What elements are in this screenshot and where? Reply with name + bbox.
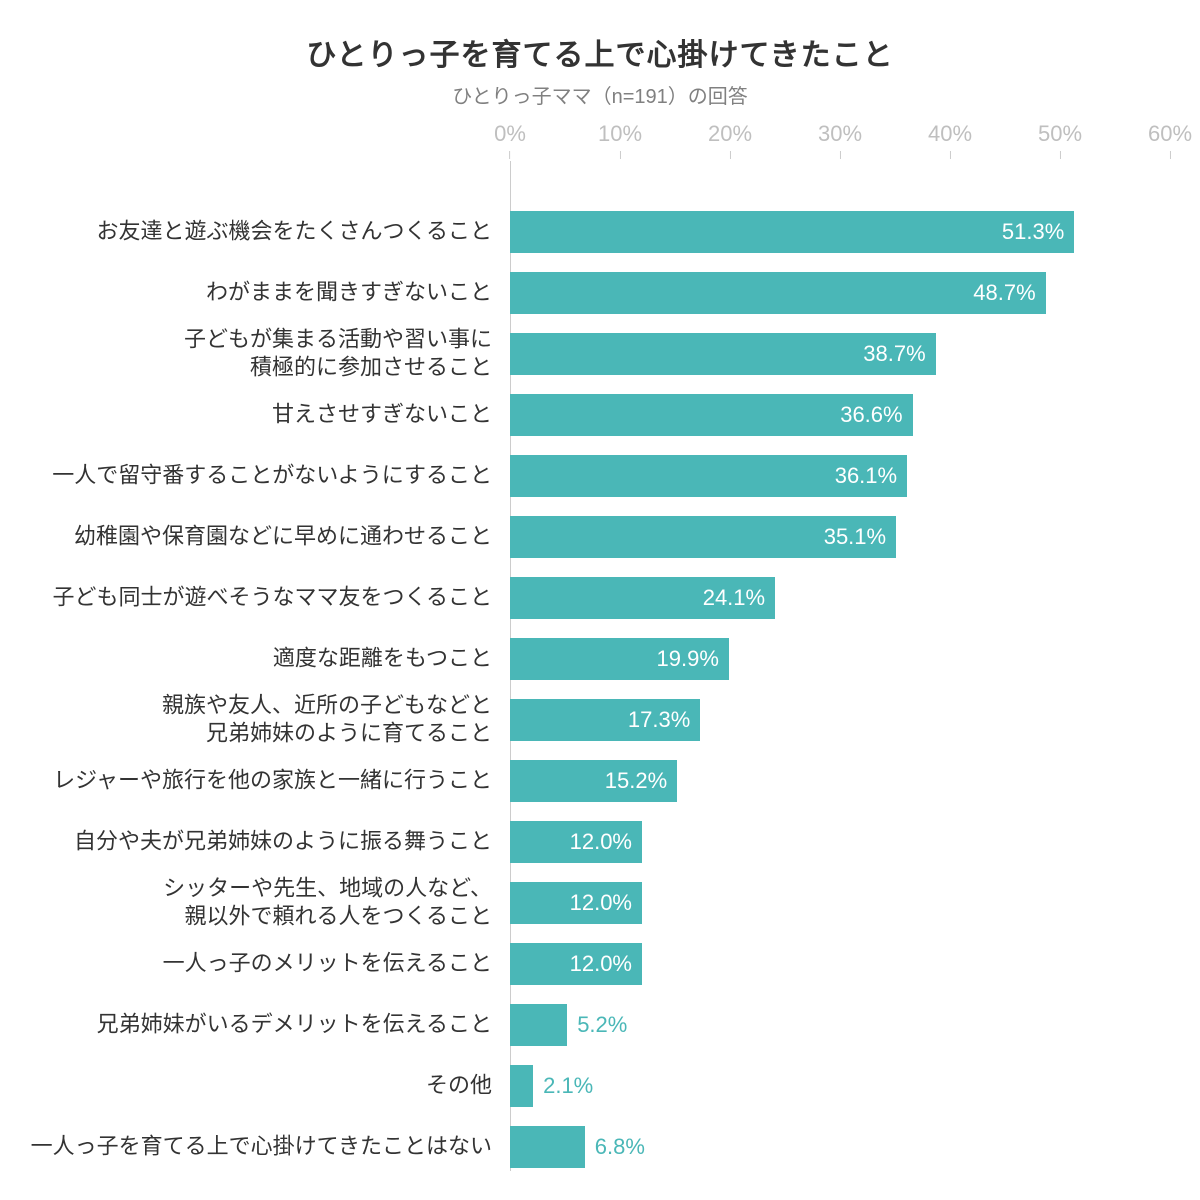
x-tick-mark: [949, 151, 950, 159]
bar-label: 親族や友人、近所の子どもなどと 兄弟姉妹のように育てること: [12, 691, 492, 748]
bar-label: レジャーや旅行を他の家族と一緒に行うこと: [12, 766, 492, 795]
bar-label: 一人っ子を育てる上で心掛けてきたことはない: [12, 1132, 492, 1161]
x-tick-mark: [839, 151, 840, 159]
x-tick-label: 60%: [1148, 121, 1192, 147]
bar-value-label: 48.7%: [973, 280, 1035, 306]
bar-value-label: 17.3%: [628, 707, 690, 733]
bar-label: お友達と遊ぶ機会をたくさんつくること: [12, 217, 492, 246]
bar: [510, 1004, 567, 1046]
x-tick-mark: [509, 151, 510, 159]
bar-row: 子ども同士が遊べそうなママ友をつくること24.1%: [510, 567, 1170, 628]
bar-label: シッターや先生、地域の人など、 親以外で頼れる人をつくること: [12, 874, 492, 931]
bar-label: 甘えさせすぎないこと: [12, 400, 492, 429]
x-tick-label: 50%: [1038, 121, 1082, 147]
bar-label: 子ども同士が遊べそうなママ友をつくること: [12, 583, 492, 612]
x-axis-ticks: 0%10%20%30%40%50%60%: [510, 121, 1170, 161]
x-tick-label: 30%: [818, 121, 862, 147]
bar-label: その他: [12, 1071, 492, 1100]
bar-value-label: 12.0%: [570, 951, 632, 977]
bar-row: 自分や夫が兄弟姉妹のように振る舞うこと12.0%: [510, 811, 1170, 872]
x-tick: 0%: [494, 121, 526, 159]
bar: [510, 1126, 585, 1168]
bar-value-label: 5.2%: [577, 1012, 627, 1038]
x-tick: 30%: [818, 121, 862, 159]
bar-row: その他2.1%: [510, 1055, 1170, 1116]
bar-row: 一人で留守番することがないようにすること36.1%: [510, 445, 1170, 506]
bar-value-label: 2.1%: [543, 1073, 593, 1099]
x-tick-label: 0%: [494, 121, 526, 147]
bar-label: 幼稚園や保育園などに早めに通わせること: [12, 522, 492, 551]
bar-row: わがままを聞きすぎないこと48.7%: [510, 262, 1170, 323]
x-tick: 10%: [598, 121, 642, 159]
bar: [510, 272, 1046, 314]
bar-row: お友達と遊ぶ機会をたくさんつくること51.3%: [510, 201, 1170, 262]
bar-label: 一人っ子のメリットを伝えること: [12, 949, 492, 978]
x-tick-label: 40%: [928, 121, 972, 147]
bar-label: 自分や夫が兄弟姉妹のように振る舞うこと: [12, 827, 492, 856]
chart-title: ひとりっ子を育てる上で心掛けてきたこと: [0, 30, 1200, 74]
bar-row: シッターや先生、地域の人など、 親以外で頼れる人をつくること12.0%: [510, 872, 1170, 933]
plot-area: 0%10%20%30%40%50%60% お友達と遊ぶ機会をたくさんつくること5…: [510, 121, 1170, 1171]
bar-row: 一人っ子を育てる上で心掛けてきたことはない6.8%: [510, 1116, 1170, 1177]
bar-rows: お友達と遊ぶ機会をたくさんつくること51.3%わがままを聞きすぎないこと48.7…: [510, 201, 1170, 1177]
bar-label: 兄弟姉妹がいるデメリットを伝えること: [12, 1010, 492, 1039]
bar-value-label: 24.1%: [703, 585, 765, 611]
x-tick: 20%: [708, 121, 752, 159]
x-tick: 60%: [1148, 121, 1192, 159]
bar-row: 甘えさせすぎないこと36.6%: [510, 384, 1170, 445]
bar-value-label: 12.0%: [570, 890, 632, 916]
bar-row: 親族や友人、近所の子どもなどと 兄弟姉妹のように育てること17.3%: [510, 689, 1170, 750]
bar-row: 一人っ子のメリットを伝えること12.0%: [510, 933, 1170, 994]
x-tick-label: 20%: [708, 121, 752, 147]
bar-value-label: 15.2%: [605, 768, 667, 794]
bar-value-label: 38.7%: [863, 341, 925, 367]
bar: [510, 211, 1074, 253]
survey-bar-chart: ひとりっ子を育てる上で心掛けてきたこと ひとりっ子ママ（n=191）の回答 0%…: [0, 0, 1200, 1200]
bar-value-label: 36.6%: [840, 402, 902, 428]
bar-label: わがままを聞きすぎないこと: [12, 278, 492, 307]
bar-row: 兄弟姉妹がいるデメリットを伝えること5.2%: [510, 994, 1170, 1055]
x-tick-mark: [619, 151, 620, 159]
x-tick-mark: [1059, 151, 1060, 159]
x-tick-mark: [729, 151, 730, 159]
bar: [510, 1065, 533, 1107]
bar-row: 子どもが集まる活動や習い事に 積極的に参加させること38.7%: [510, 323, 1170, 384]
bar-value-label: 35.1%: [824, 524, 886, 550]
x-tick: 50%: [1038, 121, 1082, 159]
bar-label: 適度な距離をもつこと: [12, 644, 492, 673]
bar-row: レジャーや旅行を他の家族と一緒に行うこと15.2%: [510, 750, 1170, 811]
x-tick-label: 10%: [598, 121, 642, 147]
bar-value-label: 36.1%: [835, 463, 897, 489]
bar-row: 幼稚園や保育園などに早めに通わせること35.1%: [510, 506, 1170, 567]
x-tick: 40%: [928, 121, 972, 159]
bar-label: 子どもが集まる活動や習い事に 積極的に参加させること: [12, 325, 492, 382]
bar-value-label: 6.8%: [595, 1134, 645, 1160]
bar-value-label: 12.0%: [570, 829, 632, 855]
x-tick-mark: [1169, 151, 1170, 159]
bar-value-label: 51.3%: [1002, 219, 1064, 245]
bar-label: 一人で留守番することがないようにすること: [12, 461, 492, 490]
bar-row: 適度な距離をもつこと19.9%: [510, 628, 1170, 689]
bar-value-label: 19.9%: [657, 646, 719, 672]
chart-subtitle: ひとりっ子ママ（n=191）の回答: [0, 80, 1200, 109]
